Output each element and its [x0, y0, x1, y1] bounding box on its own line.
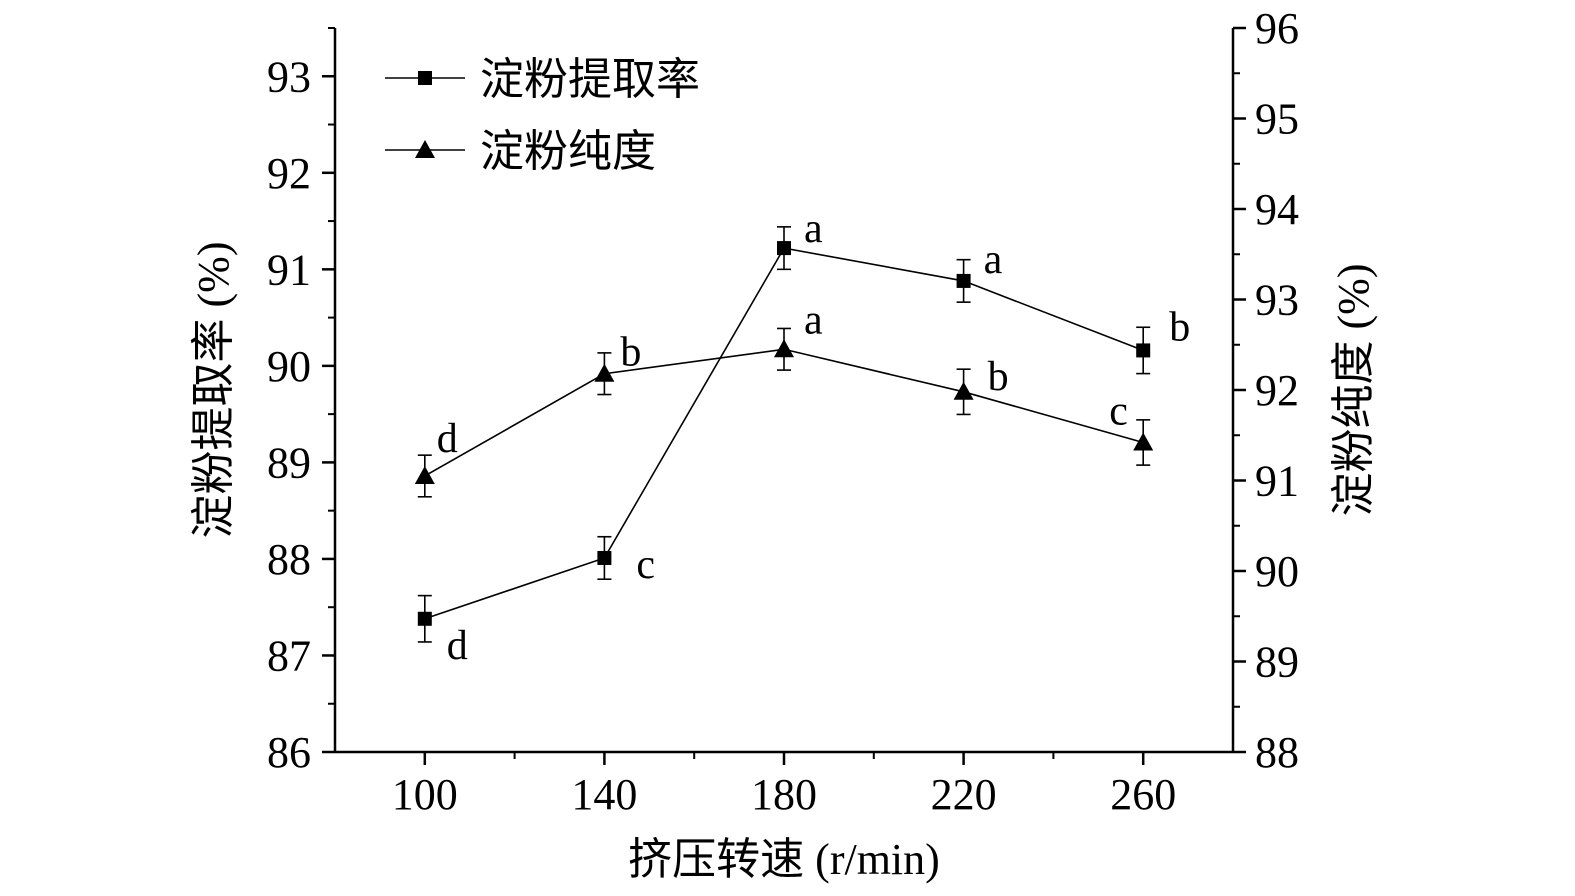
y-left-tick-label: 88: [267, 535, 311, 584]
data-point: [774, 339, 794, 358]
y-left-tick-label: 87: [267, 631, 311, 680]
data-point: [953, 381, 974, 400]
significance-label: a: [804, 297, 823, 343]
x-tick-label: 260: [1110, 770, 1176, 819]
y-left-tick-label: 90: [267, 342, 311, 391]
y-right-tick-label: 88: [1255, 728, 1299, 777]
series-1: d b a b c: [414, 297, 1154, 498]
legend-label: 淀粉提取率: [480, 55, 700, 104]
data-point: [1133, 432, 1154, 451]
significance-label: b: [1169, 304, 1190, 350]
significance-label: d: [447, 623, 468, 669]
significance-label: a: [984, 237, 1003, 283]
significance-label: c: [1109, 388, 1128, 434]
y-right-tick-label: 92: [1255, 366, 1299, 415]
significance-label: b: [620, 330, 641, 376]
axes-layer: 86 87 88 89 90 91 92 93 88 89 90 91 92 93 94 95 96 100 140…: [267, 4, 1299, 819]
x-tick-label: 140: [571, 770, 637, 819]
y-left-axis-title: 淀粉提取率 (%): [189, 242, 238, 539]
y-right-axis-title: 淀粉纯度 (%): [1329, 264, 1378, 517]
series-line: [424, 247, 1144, 620]
y-right-tick-label: 89: [1255, 638, 1299, 687]
significance-label: b: [988, 354, 1009, 400]
y-right-tick-label: 93: [1255, 276, 1299, 325]
y-left-tick-label: 89: [267, 438, 311, 487]
x-tick-label: 100: [392, 770, 458, 819]
data-point: [956, 273, 971, 288]
data-point: [597, 550, 612, 565]
data-point: [417, 611, 432, 626]
legend-label: 淀粉纯度: [480, 127, 656, 176]
data-point: [594, 363, 615, 382]
legend-item: 淀粉纯度: [385, 127, 656, 176]
significance-label: c: [636, 542, 655, 588]
legend-item: 淀粉提取率: [385, 55, 700, 104]
x-tick-label: 180: [751, 770, 817, 819]
data-point: [777, 241, 791, 256]
y-left-tick-label: 93: [267, 52, 311, 101]
y-left-tick-label: 86: [267, 728, 311, 777]
y-right-tick-label: 91: [1255, 457, 1299, 506]
y-right-tick-label: 95: [1255, 95, 1299, 144]
data-point: [414, 465, 435, 484]
legend-marker: [415, 140, 435, 158]
y-left-tick-label: 92: [267, 149, 311, 198]
significance-label: d: [437, 416, 458, 462]
legend-marker: [418, 71, 432, 85]
significance-label: a: [804, 206, 823, 252]
x-axis-title: 挤压转速 (r/min): [628, 835, 940, 884]
y-right-tick-label: 90: [1255, 547, 1299, 596]
data-point: [1136, 343, 1151, 358]
y-left-tick-label: 91: [267, 245, 311, 294]
x-tick-label: 220: [931, 770, 997, 819]
y-right-tick-label: 94: [1255, 185, 1299, 234]
y-right-tick-label: 96: [1255, 4, 1299, 53]
